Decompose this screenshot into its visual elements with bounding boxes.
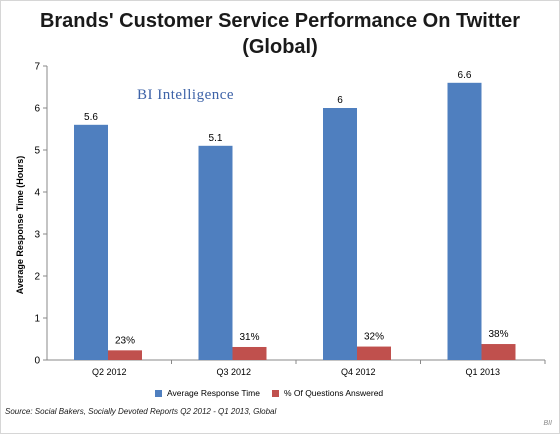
y-tick-label: 6 bbox=[34, 104, 40, 115]
x-tick-label: Q2 2012 bbox=[92, 367, 127, 377]
y-tick-label: 1 bbox=[34, 314, 40, 325]
legend-label-response-time: Average Response Time bbox=[167, 388, 260, 398]
legend-item-response-time: Average Response Time bbox=[155, 388, 260, 398]
bar-questions-answered bbox=[481, 344, 516, 360]
y-tick-label: 3 bbox=[34, 230, 40, 241]
data-label-response-time: 5.1 bbox=[209, 133, 223, 144]
bar-response-time bbox=[74, 124, 108, 360]
chart-legend: Average Response Time % Of Questions Ans… bbox=[155, 388, 395, 398]
y-tick-label: 5 bbox=[34, 146, 40, 157]
bar-questions-answered bbox=[108, 350, 142, 360]
data-label-response-time: 6 bbox=[337, 95, 343, 106]
x-tick-label: Q3 2012 bbox=[216, 367, 251, 377]
y-tick-label: 0 bbox=[34, 356, 40, 367]
x-tick-label: Q1 2013 bbox=[465, 367, 500, 377]
y-tick-label: 7 bbox=[34, 62, 40, 73]
bar-response-time bbox=[323, 108, 357, 360]
data-label-questions-answered: 32% bbox=[364, 332, 384, 343]
chart-title: Brands' Customer Service Performance On … bbox=[0, 8, 560, 60]
chart-title-line2: (Global) bbox=[242, 36, 318, 58]
data-label-response-time: 5.6 bbox=[84, 112, 98, 123]
y-tick-label: 2 bbox=[34, 272, 40, 283]
y-tick-label: 4 bbox=[34, 188, 40, 199]
bar-questions-answered bbox=[232, 346, 267, 360]
legend-item-questions-answered: % Of Questions Answered bbox=[271, 388, 384, 398]
chart-title-line1: Brands' Customer Service Performance On … bbox=[39, 10, 521, 32]
source-note: Source: Social Bakers, Socially Devoted … bbox=[5, 407, 277, 416]
data-label-questions-answered: 31% bbox=[239, 332, 259, 343]
legend-swatch-blue bbox=[155, 389, 162, 397]
x-tick-label: Q4 2012 bbox=[341, 367, 376, 377]
bi-intelligence-watermark: BI Intelligence bbox=[137, 87, 235, 103]
data-label-questions-answered: 23% bbox=[115, 335, 135, 346]
bar-response-time bbox=[198, 145, 233, 360]
data-label-response-time: 6.6 bbox=[458, 70, 472, 81]
legend-label-questions-answered: % Of Questions Answered bbox=[283, 388, 384, 398]
legend-swatch-red bbox=[271, 389, 279, 397]
brand-mark: BII bbox=[543, 420, 552, 427]
bar-questions-answered bbox=[357, 346, 391, 360]
bar-response-time bbox=[447, 82, 482, 361]
data-label-questions-answered: 38% bbox=[488, 329, 508, 340]
